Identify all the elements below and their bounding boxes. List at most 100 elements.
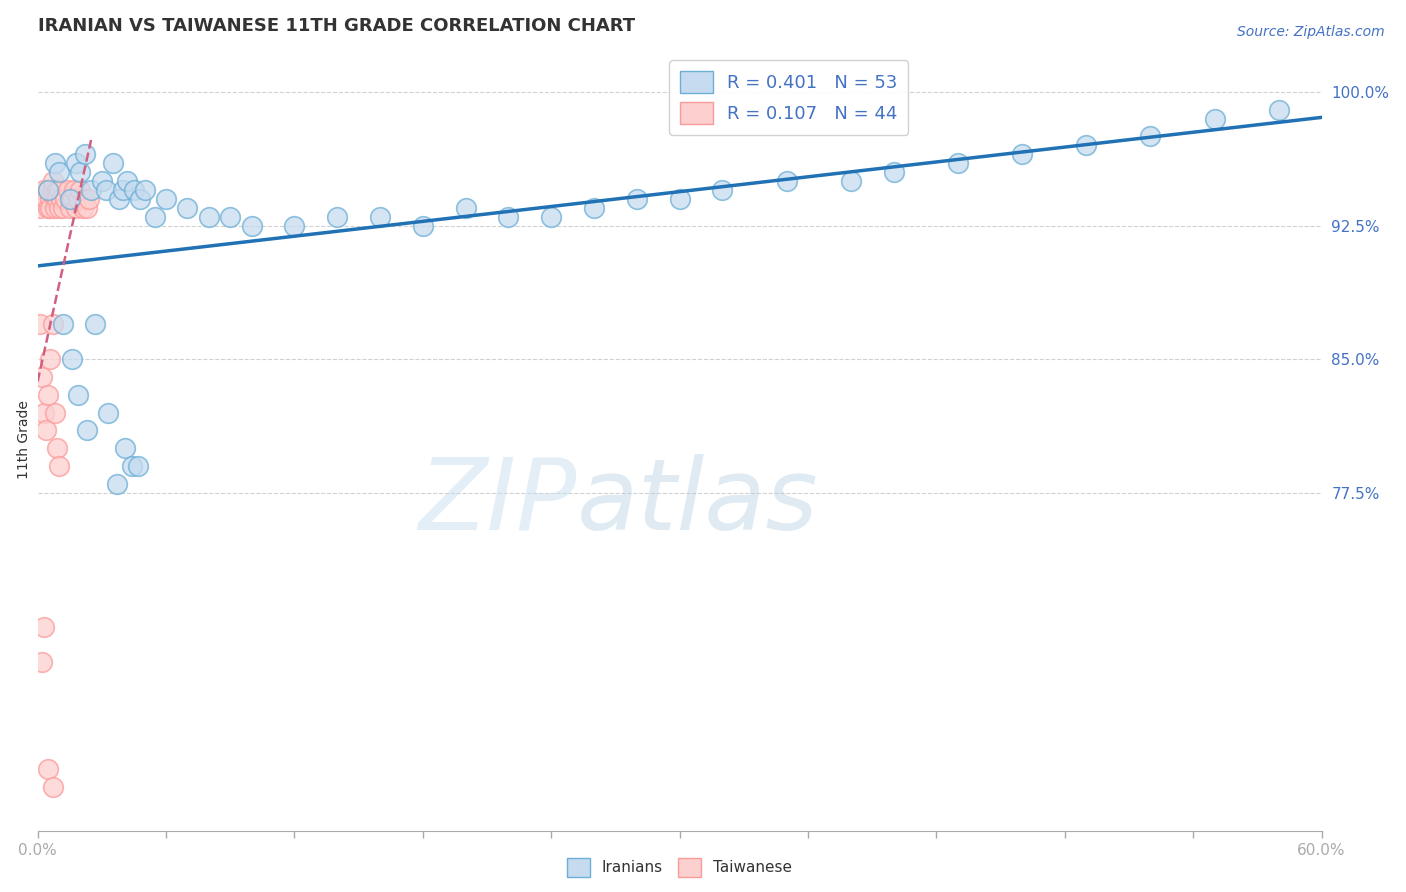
Point	[67, 192, 90, 206]
Point	[80, 183, 103, 197]
Point	[498, 210, 520, 224]
Point	[73, 147, 96, 161]
Point	[711, 183, 734, 197]
Point	[1076, 138, 1098, 153]
Point	[112, 183, 135, 197]
Point	[55, 192, 77, 206]
Point	[60, 352, 83, 367]
Point	[97, 406, 120, 420]
Point	[117, 174, 139, 188]
Point	[883, 165, 905, 179]
Text: ZIP: ZIP	[419, 454, 576, 550]
Point	[41, 183, 63, 197]
Point	[37, 183, 59, 197]
Legend: Iranians, Taiwanese: Iranians, Taiwanese	[561, 852, 799, 882]
Point	[44, 192, 66, 206]
Point	[368, 210, 391, 224]
Point	[143, 210, 166, 224]
Point	[839, 174, 862, 188]
Point	[283, 219, 305, 233]
Point	[48, 201, 70, 215]
Point	[101, 156, 124, 170]
Point	[32, 183, 55, 197]
Point	[41, 317, 63, 331]
Point	[198, 210, 221, 224]
Point	[39, 192, 62, 206]
Point	[37, 388, 59, 402]
Point	[1204, 112, 1226, 126]
Point	[37, 183, 59, 197]
Point	[31, 655, 53, 669]
Point	[582, 201, 605, 215]
Text: Source: ZipAtlas.com: Source: ZipAtlas.com	[1237, 25, 1385, 39]
Point	[37, 762, 59, 776]
Point	[59, 192, 82, 206]
Point	[48, 459, 70, 474]
Point	[44, 406, 66, 420]
Point	[45, 442, 67, 456]
Text: IRANIAN VS TAIWANESE 11TH GRADE CORRELATION CHART: IRANIAN VS TAIWANESE 11TH GRADE CORRELAT…	[38, 17, 634, 35]
Point	[28, 201, 51, 215]
Point	[45, 192, 67, 206]
Point	[59, 201, 82, 215]
Point	[35, 424, 58, 438]
Point	[67, 388, 90, 402]
Text: atlas: atlas	[576, 454, 818, 550]
Point	[454, 201, 477, 215]
Point	[41, 780, 63, 794]
Point	[63, 183, 86, 197]
Point	[219, 210, 242, 224]
Point	[90, 174, 112, 188]
Point	[122, 183, 145, 197]
Point	[775, 174, 797, 188]
Point	[412, 219, 434, 233]
Point	[105, 477, 128, 491]
Point	[108, 192, 131, 206]
Point	[48, 183, 70, 197]
Point	[48, 165, 70, 179]
Point	[76, 424, 98, 438]
Point	[240, 219, 263, 233]
Point	[121, 459, 143, 474]
Point	[65, 201, 87, 215]
Point	[41, 174, 63, 188]
Point	[72, 201, 94, 215]
Point	[1139, 129, 1161, 144]
Point	[69, 183, 91, 197]
Y-axis label: 11th Grade: 11th Grade	[17, 400, 31, 479]
Point	[134, 183, 156, 197]
Point	[155, 192, 177, 206]
Point	[69, 165, 91, 179]
Point	[60, 192, 83, 206]
Point	[39, 201, 62, 215]
Point	[94, 183, 117, 197]
Point	[114, 442, 136, 456]
Point	[540, 210, 562, 224]
Point	[326, 210, 349, 224]
Point	[32, 619, 55, 633]
Point	[49, 192, 72, 206]
Point	[31, 192, 53, 206]
Point	[37, 201, 59, 215]
Point	[129, 192, 152, 206]
Point	[1011, 147, 1033, 161]
Point	[176, 201, 198, 215]
Point	[626, 192, 648, 206]
Point	[44, 201, 66, 215]
Point	[31, 370, 53, 384]
Point	[56, 183, 79, 197]
Point	[28, 317, 51, 331]
Point	[39, 352, 62, 367]
Point	[52, 317, 75, 331]
Point	[946, 156, 969, 170]
Point	[127, 459, 149, 474]
Point	[73, 192, 96, 206]
Point	[52, 201, 75, 215]
Point	[76, 201, 98, 215]
Point	[45, 183, 67, 197]
Point	[1268, 103, 1291, 117]
Point	[65, 156, 87, 170]
Point	[35, 192, 58, 206]
Point	[32, 406, 55, 420]
Point	[77, 192, 100, 206]
